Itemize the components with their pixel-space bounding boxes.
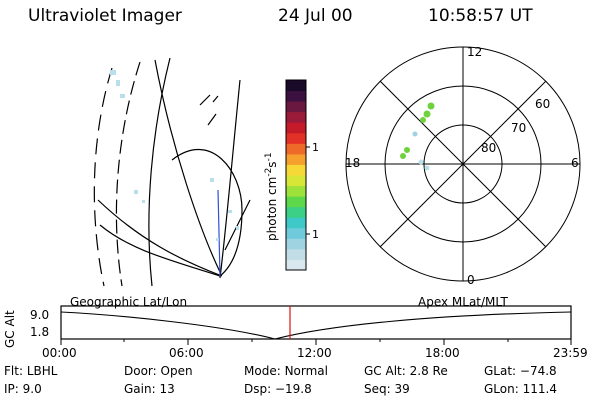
map-grid-line	[148, 57, 171, 287]
dsp-readout: Dsp: −19.8	[244, 382, 312, 396]
instrument-title: Ultraviolet Imager	[28, 6, 182, 26]
door-readout: Door: Open	[124, 364, 193, 378]
map-grid-line	[199, 94, 219, 126]
date-label: 24 Jul 00	[278, 6, 353, 26]
timeline-y-label: GC Alt	[3, 310, 17, 348]
gc-alt-readout: GC Alt: 2.8 Re	[364, 364, 448, 378]
colorbar-cell	[286, 101, 306, 113]
colorbar-cell	[286, 238, 306, 250]
mlat-label-60: 60	[535, 97, 550, 111]
colorbar-cell	[286, 122, 306, 134]
colorbar-cell	[286, 132, 306, 144]
mlat-label-70: 70	[511, 121, 526, 135]
map-grid-line	[154, 59, 221, 273]
intensity-colorbar: 100 10 photon cm-2s-1	[264, 79, 318, 271]
time-tick-2359: 23:59	[553, 346, 588, 360]
time-tick-0000: 00:00	[42, 346, 77, 360]
aurora-emission-spots	[400, 102, 435, 171]
aurora-speckles	[110, 70, 239, 241]
colorbar-tick-100: 100	[312, 141, 318, 154]
glat-readout: GLat: −74.8	[484, 364, 557, 378]
ip-readout: IP: 9.0	[4, 382, 42, 396]
colorbar-cell	[286, 206, 306, 218]
geographic-map-panel	[93, 57, 251, 287]
map-grid-line	[171, 148, 243, 277]
colorbar-cell	[286, 111, 306, 123]
colorbar-cell	[286, 227, 306, 239]
map-grid-line	[93, 67, 113, 287]
timeline-y-min: 1.8	[30, 325, 50, 339]
colorbar-cell	[286, 80, 306, 92]
filter-readout: Flt: LBHL	[4, 364, 58, 378]
colorbar-unit-label: photon cm-2s-1	[264, 152, 279, 241]
colorbar-cell	[286, 90, 306, 102]
colorbar-cell	[286, 143, 306, 155]
mlt-label-0: 0	[467, 273, 475, 287]
altitude-curve	[60, 311, 572, 340]
mode-readout: Mode: Normal	[244, 364, 328, 378]
colorbar-cell	[286, 217, 306, 229]
map-grid-line	[219, 79, 241, 279]
gain-readout: Gain: 13	[124, 382, 175, 396]
glon-readout: GLon: 111.4	[484, 382, 557, 396]
map-grid-line	[97, 199, 223, 277]
seq-readout: Seq: 39	[364, 382, 410, 396]
map-grid-line	[224, 199, 251, 251]
colorbar-cell	[286, 196, 306, 208]
colorbar-cell	[286, 153, 306, 165]
mlt-label-18: 18	[345, 156, 360, 170]
colorbar-cell	[286, 248, 306, 260]
time-label: 10:58:57 UT	[428, 6, 533, 26]
map-grid-line	[115, 61, 141, 287]
coastline-blue	[217, 189, 221, 277]
colorbar-cell	[286, 185, 306, 197]
polar-mlat-mlt-plot: 12 0 18 6 60 70 80	[345, 45, 581, 287]
colorbar-tick-10: 10	[312, 228, 318, 241]
colorbar-cell	[286, 164, 306, 176]
mlat-label-80: 80	[481, 141, 496, 155]
time-tick-0600: 06:00	[169, 346, 204, 360]
time-tick-1800: 18:00	[425, 346, 460, 360]
colorbar-cell	[286, 259, 306, 271]
altitude-timeline-plot	[60, 305, 572, 345]
map-grid-line	[99, 224, 221, 277]
mlt-label-6: 6	[571, 156, 579, 170]
mlt-label-12: 12	[467, 45, 482, 59]
colorbar-cell	[286, 175, 306, 187]
time-tick-1200: 12:00	[297, 346, 332, 360]
timeline-y-max: 9.0	[30, 308, 50, 322]
